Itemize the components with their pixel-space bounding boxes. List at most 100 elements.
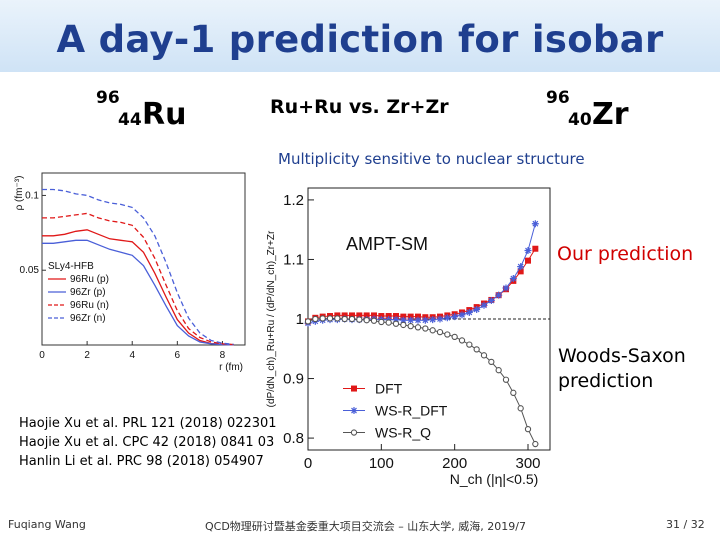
data-point — [444, 331, 451, 338]
data-point — [429, 316, 437, 324]
data-point — [429, 327, 436, 334]
data-point — [319, 315, 326, 322]
our-prediction-label: Our prediction — [557, 243, 694, 265]
density-profile-chart: 0 2 4 6 8 0.05 0.1 r (fm) ρ (fm⁻³) SLy4-HFB 96Ru (… — [14, 172, 246, 373]
y-tick-label: 1.2 — [283, 192, 304, 209]
data-point — [350, 407, 358, 415]
series-line — [307, 248, 536, 322]
data-point — [304, 318, 312, 325]
data-point — [385, 319, 392, 326]
data-point — [326, 315, 334, 322]
data-point — [436, 315, 444, 323]
x-axis-label: r (fm) — [219, 362, 243, 373]
x-tick-label: 6 — [175, 350, 181, 361]
data-point — [356, 316, 363, 323]
data-point — [415, 313, 421, 320]
data-point — [473, 346, 480, 353]
data-point — [524, 247, 532, 255]
data-point — [341, 312, 348, 319]
ws-prediction-line1: Woods-Saxon — [558, 345, 686, 367]
data-point — [532, 245, 539, 252]
reference-item: Hanlin Li et al. PRC 98 (2018) 054907 — [19, 454, 264, 469]
y-axis-label: ρ (fm⁻³) — [14, 176, 25, 211]
y-tick-label: 1 — [296, 311, 304, 328]
data-point — [392, 320, 400, 327]
x-axis-label: N_ch (|η|<0.5) — [450, 471, 539, 487]
ru-atomic-number: 44 — [118, 110, 142, 130]
series-line — [42, 188, 234, 346]
data-point — [400, 321, 407, 329]
collision-label: Ru+Ru vs. Zr+Zr — [270, 96, 449, 118]
data-point — [356, 312, 363, 319]
references: Haojie Xu et al. PRL 121 (2018) 022301 H… — [19, 414, 277, 471]
data-point — [517, 405, 524, 412]
data-point — [458, 311, 466, 319]
data-point — [466, 341, 473, 348]
data-point — [458, 337, 466, 344]
data-point — [334, 315, 341, 322]
ru-mass-number: 96 — [96, 88, 120, 108]
x-tick-label: 0 — [304, 455, 312, 472]
data-point — [465, 308, 473, 316]
data-point — [378, 318, 385, 326]
zr-isotope-label: 96 40 Zr — [546, 90, 656, 140]
data-point — [348, 315, 356, 323]
series-line — [42, 229, 234, 346]
legend-label: WS-R_Q — [375, 425, 431, 441]
data-point — [393, 313, 399, 320]
data-point — [517, 263, 525, 271]
zr-symbol: Zr — [592, 97, 629, 132]
data-point — [407, 316, 415, 324]
data-point — [414, 324, 422, 331]
data-point — [510, 389, 517, 396]
zr-mass-number: 96 — [546, 88, 570, 108]
series-group — [305, 245, 539, 325]
data-point — [422, 325, 429, 332]
data-point — [495, 367, 502, 374]
data-point — [517, 268, 524, 275]
data-point — [488, 358, 495, 366]
data-point — [502, 376, 510, 383]
data-point — [371, 312, 377, 319]
ru-symbol: Ru — [142, 97, 187, 132]
x-tick-label: 100 — [369, 455, 394, 472]
data-point — [414, 316, 422, 324]
legend-label: 96Zr (n) — [70, 313, 106, 324]
data-point — [370, 317, 378, 324]
data-point — [451, 313, 459, 321]
y-tick-label: 1.1 — [283, 251, 304, 268]
series-line — [42, 212, 234, 346]
x-tick-label: 200 — [442, 455, 467, 472]
data-point — [532, 440, 539, 448]
plot-frame — [41, 172, 246, 346]
x-tick-label: 0 — [39, 350, 45, 361]
data-point — [421, 316, 429, 324]
data-point — [400, 313, 407, 320]
data-point — [480, 301, 488, 309]
y-tick-label: 0.9 — [283, 371, 304, 388]
ws-prediction-line2: prediction — [558, 369, 654, 392]
data-point — [349, 312, 355, 319]
ws-prediction-label: Woods-Saxon prediction — [558, 344, 686, 393]
data-point — [363, 312, 370, 319]
x-tick-label: 8 — [220, 350, 226, 361]
y-axis-label: (dP/dN_ch)_Ru+Ru / (dP/dN_ch)_Zr+Zr — [266, 230, 277, 407]
legend-title: SLy4-HFB — [48, 261, 94, 272]
multiplicity-ratio-chart: 0 100 200 300 0.8 0.9 1 1.1 1.2 N_ch (|η|<0.5) (dP… — [266, 187, 551, 487]
data-point — [531, 220, 539, 228]
data-point — [399, 316, 407, 324]
legend-label: WS-R_DFT — [375, 403, 448, 419]
data-point — [495, 291, 503, 299]
y-tick-label: 0.8 — [283, 430, 304, 447]
data-point — [443, 314, 451, 322]
data-point — [385, 313, 392, 320]
y-tick-label: 0.1 — [25, 190, 39, 201]
slide-subtitle: Multiplicity sensitive to nuclear struct… — [278, 150, 585, 168]
series-group — [304, 315, 539, 448]
x-tick-label: 4 — [129, 350, 135, 361]
data-point — [524, 426, 532, 433]
footer-event: QCD物理研讨暨基金委重大项目交流会 – 山东大学, 威海, 2019/7 — [205, 520, 526, 533]
data-point — [351, 385, 357, 392]
footer-page-number: 31 / 32 — [666, 518, 705, 531]
legend-label: 96Ru (n) — [70, 300, 109, 311]
